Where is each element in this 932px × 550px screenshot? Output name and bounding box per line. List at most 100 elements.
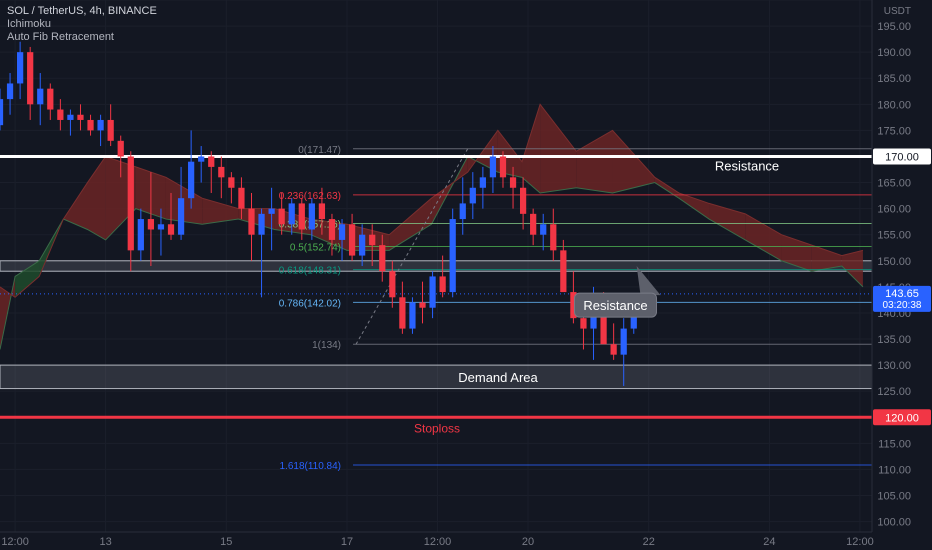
candle-body	[177, 198, 185, 235]
candle-body	[67, 114, 74, 120]
candle-body	[459, 203, 466, 220]
fib-trendline	[355, 148, 469, 345]
candle-body	[600, 297, 607, 345]
candle-body	[298, 203, 305, 230]
time-axis-bg	[0, 532, 932, 550]
indicator-ichimoku[interactable]: Ichimoku	[7, 18, 52, 30]
x-tick-label: 20	[522, 536, 534, 548]
candle-body	[399, 297, 406, 329]
countdown-label: 03:20:38	[883, 300, 922, 311]
stoploss-label: Stoploss	[414, 421, 460, 435]
candle-body	[238, 187, 245, 209]
candle-body	[308, 203, 315, 230]
candle-body	[137, 219, 144, 251]
cloud-segment-bear	[87, 156, 106, 240]
symbol-title[interactable]: SOL / TetherUS, 4h, BINANCE	[7, 5, 157, 17]
resistance-label: Resistance	[715, 158, 779, 173]
candle-body	[37, 88, 44, 105]
y-tick-label: 190.00	[877, 47, 911, 59]
candle-body	[540, 224, 547, 235]
cloud-segment-bear	[346, 224, 390, 251]
x-tick-label: 17	[341, 536, 353, 548]
candle-body	[97, 119, 104, 131]
candle-body	[429, 276, 436, 308]
y-tick-label: 175.00	[877, 125, 911, 137]
candle-body	[620, 328, 627, 355]
candle-body	[268, 208, 275, 214]
candle-body	[338, 224, 346, 240]
x-tick-label: 15	[220, 536, 232, 548]
current-price-tag	[873, 285, 931, 312]
fib-label: 0.5(152.74)	[290, 242, 341, 253]
candle-body	[117, 140, 124, 157]
candle-body	[439, 276, 446, 293]
candlestick-series	[0, 41, 647, 386]
candle-body	[107, 119, 114, 141]
candle-body	[27, 52, 34, 105]
candle-body	[489, 156, 497, 178]
y-tick-label: 115.00	[878, 438, 911, 450]
candle-body	[530, 213, 537, 235]
fib-retracement: 0(171.47)0.236(162.63)0.382(157.16)0.5(1…	[279, 145, 872, 472]
candle-body	[157, 224, 165, 230]
candle-body	[389, 271, 396, 298]
stoploss-price-tag	[873, 409, 931, 426]
candle-body	[419, 302, 426, 308]
stoploss-price-tag-label: 120.00	[885, 412, 919, 424]
candle-body	[570, 292, 577, 319]
current-price-tag-label: 143.65	[885, 288, 919, 300]
candle-body	[479, 177, 486, 188]
candle-body	[248, 208, 255, 235]
cloud-segment-bear	[576, 130, 613, 193]
candle-body	[17, 52, 24, 84]
candle-body	[359, 234, 366, 256]
candle-body	[127, 156, 134, 251]
callout-label: Resistance	[583, 298, 647, 313]
callout-pointer	[636, 266, 661, 296]
candle-body	[218, 166, 225, 178]
candle-body	[369, 234, 376, 246]
candle-body	[288, 203, 295, 225]
annotations: Resistance Demand Area Stoploss Resistance	[414, 158, 779, 435]
demand-area-zone	[0, 364, 873, 390]
candle-body	[560, 250, 567, 293]
callout-box	[574, 292, 658, 318]
candle-body	[0, 99, 4, 126]
y-tick-label: 160.00	[877, 204, 911, 216]
ichimoku-cloud	[0, 103, 864, 350]
candle-body	[610, 344, 617, 355]
candle-body	[499, 156, 507, 178]
candle-body	[47, 88, 54, 110]
fib-label: 0.618(148.31)	[279, 266, 341, 277]
x-tick-label: 24	[763, 536, 775, 548]
candle-body	[87, 119, 94, 131]
candle-body	[77, 114, 84, 120]
y-tick-label: 180.00	[877, 99, 911, 111]
indicator-auto-fib[interactable]: Auto Fib Retracement	[7, 31, 114, 43]
fib-label: 0(171.47)	[298, 145, 341, 156]
cloud-segment-bear	[612, 130, 655, 193]
candle-body	[519, 187, 527, 214]
cloud-segment-bear	[238, 208, 275, 230]
senkou-span-b	[0, 103, 864, 298]
chart-legend: SOL / TetherUS, 4h, BINANCE Ichimoku Aut…	[7, 5, 157, 44]
candle-body	[228, 177, 235, 188]
y-tick-label: 105.00	[877, 490, 911, 502]
senkou-span-a	[0, 155, 864, 350]
horizontal-levels	[0, 154, 872, 419]
x-tick-label: 12:00	[1, 536, 29, 548]
y-tick-label: 100.00	[877, 517, 911, 529]
fib-label: 1.618(110.84)	[279, 461, 341, 472]
cloud-segment-bear	[202, 198, 239, 225]
candle-body	[57, 109, 64, 120]
fib-label: 0.236(162.63)	[279, 191, 341, 202]
candle-body	[198, 156, 205, 162]
resistance-price-tag-label: 170.00	[885, 151, 919, 163]
fib-label: 1(134)	[312, 340, 341, 351]
x-tick-label: 12:00	[846, 536, 874, 548]
candle-body	[550, 224, 557, 251]
candle-body	[188, 161, 195, 199]
demand-area-label: Demand Area	[458, 370, 538, 385]
